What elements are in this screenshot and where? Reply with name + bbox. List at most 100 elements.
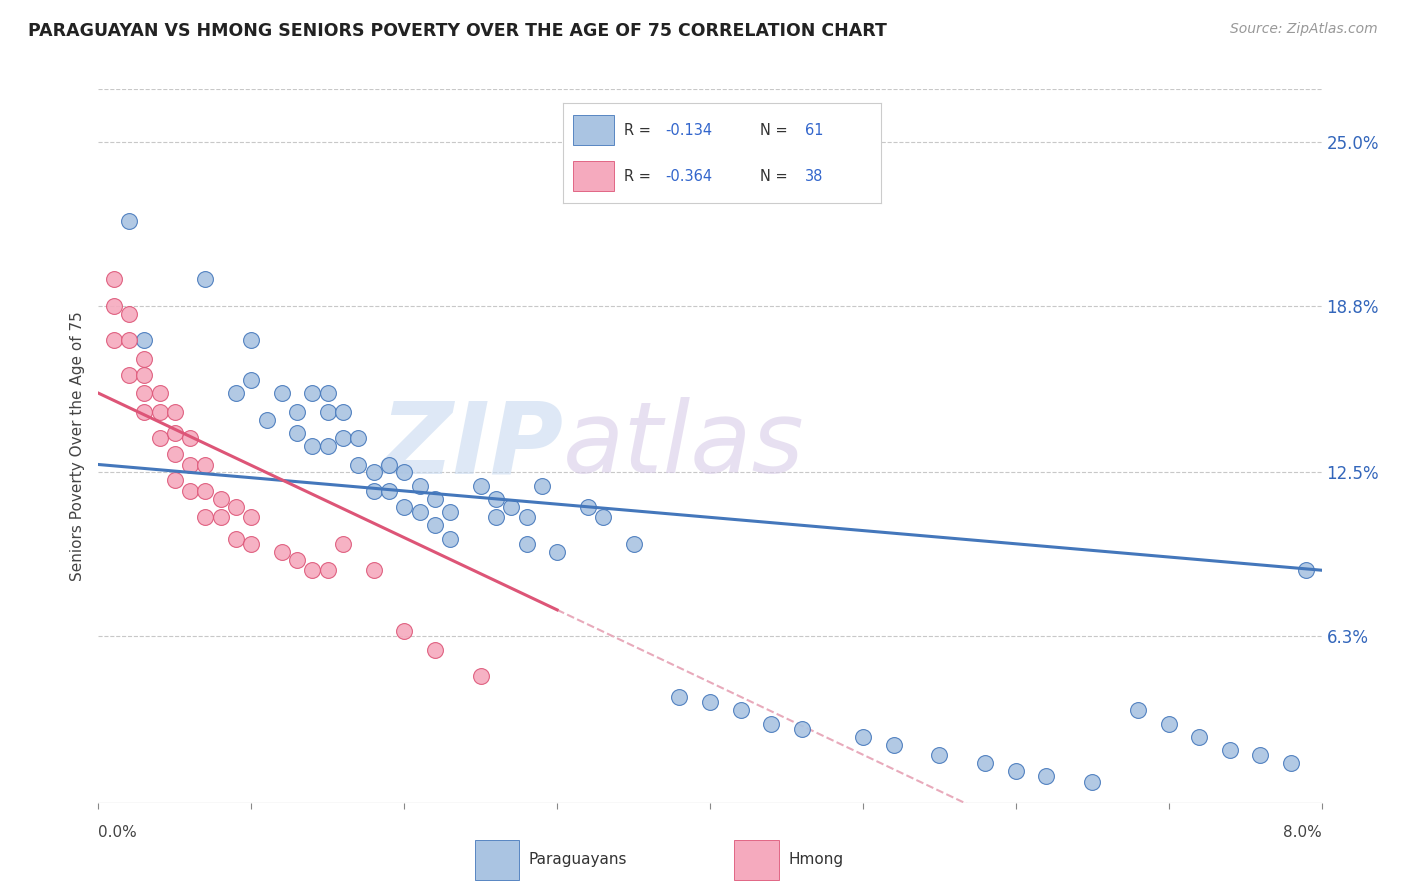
Point [546, 545, 568, 559]
Point [1035, 769, 1057, 783]
Point [179, 483, 201, 498]
Point [530, 478, 553, 492]
Point [423, 642, 446, 657]
Point [1279, 756, 1302, 771]
Point [209, 510, 232, 524]
Point [316, 404, 339, 418]
Point [699, 695, 721, 709]
Point [194, 458, 217, 472]
Point [240, 537, 263, 551]
Point [118, 333, 141, 347]
Y-axis label: Seniors Poverty Over the Age of 75: Seniors Poverty Over the Age of 75 [70, 311, 86, 581]
Point [149, 386, 172, 401]
Point [1128, 703, 1150, 717]
Text: atlas: atlas [564, 398, 804, 494]
Point [1249, 748, 1271, 763]
Point [285, 404, 308, 418]
Point [163, 474, 186, 488]
Point [285, 425, 308, 440]
Point [285, 552, 308, 566]
Point [974, 756, 997, 771]
Point [790, 722, 813, 736]
Point [256, 412, 278, 426]
Point [501, 500, 523, 514]
Point [118, 214, 141, 228]
Point [240, 333, 263, 347]
Point [439, 505, 461, 519]
Point [240, 510, 263, 524]
Point [363, 466, 385, 480]
Point [363, 563, 385, 577]
Point [1219, 743, 1241, 757]
Point [134, 404, 156, 418]
Point [316, 439, 339, 453]
Point [1157, 716, 1180, 731]
Point [623, 537, 645, 551]
Point [301, 386, 323, 401]
Point [347, 458, 370, 472]
Text: PARAGUAYAN VS HMONG SENIORS POVERTY OVER THE AGE OF 75 CORRELATION CHART: PARAGUAYAN VS HMONG SENIORS POVERTY OVER… [28, 22, 887, 40]
Point [423, 518, 446, 533]
Point [516, 537, 538, 551]
Text: Source: ZipAtlas.com: Source: ZipAtlas.com [1230, 22, 1378, 37]
Point [392, 466, 416, 480]
Point [194, 483, 217, 498]
Point [149, 404, 172, 418]
Point [149, 431, 172, 445]
Point [423, 491, 446, 506]
Point [240, 373, 263, 387]
Point [668, 690, 690, 704]
Point [332, 537, 354, 551]
Point [270, 545, 294, 559]
Point [485, 510, 508, 524]
Point [163, 404, 186, 418]
Point [134, 368, 156, 382]
Point [134, 333, 156, 347]
Point [179, 431, 201, 445]
Point [852, 730, 875, 744]
Point [332, 431, 354, 445]
Point [759, 716, 782, 731]
Point [408, 505, 430, 519]
Point [134, 386, 156, 401]
Point [118, 368, 141, 382]
Point [179, 458, 201, 472]
Point [883, 738, 905, 752]
Text: ZIP: ZIP [380, 398, 564, 494]
Point [928, 748, 950, 763]
Text: 8.0%: 8.0% [1282, 825, 1322, 840]
Point [194, 272, 217, 286]
Point [1081, 774, 1104, 789]
Point [225, 500, 247, 514]
Point [225, 386, 247, 401]
Point [209, 491, 232, 506]
Point [163, 425, 186, 440]
Point [194, 510, 217, 524]
Point [516, 510, 538, 524]
Point [347, 431, 370, 445]
Point [470, 669, 492, 683]
Point [392, 500, 416, 514]
Point [270, 386, 294, 401]
Point [1295, 563, 1317, 577]
Point [332, 404, 354, 418]
Point [1188, 730, 1211, 744]
Point [363, 483, 385, 498]
Point [103, 299, 125, 313]
Point [378, 458, 401, 472]
Text: 0.0%: 0.0% [98, 825, 138, 840]
Point [470, 478, 492, 492]
Point [730, 703, 752, 717]
Point [316, 386, 339, 401]
Point [576, 500, 599, 514]
Point [439, 532, 461, 546]
Point [103, 272, 125, 286]
Point [103, 333, 125, 347]
Point [378, 483, 401, 498]
Point [1004, 764, 1026, 778]
Point [163, 447, 186, 461]
Point [592, 510, 614, 524]
Point [301, 439, 323, 453]
Point [134, 351, 156, 366]
Point [301, 563, 323, 577]
